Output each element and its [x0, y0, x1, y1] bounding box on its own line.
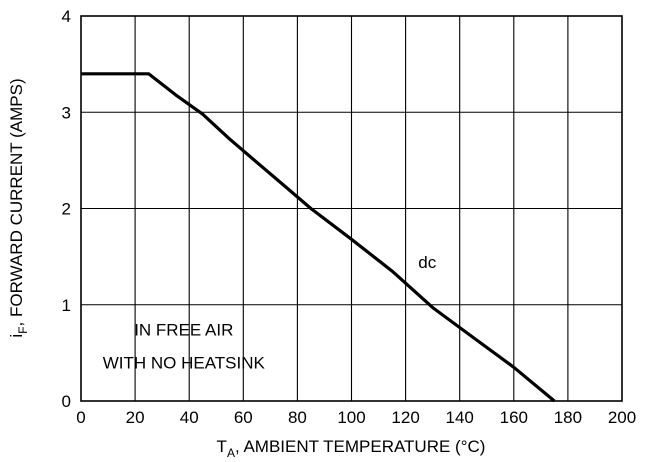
annotation-text: WITH NO HEATSINK [103, 353, 266, 372]
axis-ticks: 0 20 40 60 80 100 120 140 160 180 200 0 1 2 3 4 [62, 7, 637, 427]
x-tick-label: 20 [126, 408, 145, 427]
x-tick-label: 180 [554, 408, 582, 427]
series-group [81, 72, 556, 403]
y-tick-label: 1 [62, 296, 71, 315]
y-axis-label: iF, FORWARD CURRENT (AMPS) [7, 78, 30, 337]
annotation-text: IN FREE AIR [134, 321, 233, 340]
grid-lines [81, 16, 622, 401]
x-tick-label: 140 [446, 408, 474, 427]
y-tick-label: 0 [62, 392, 71, 411]
x-tick-label: 80 [288, 408, 307, 427]
x-axis-label: TA, AMBIENT TEMPERATURE (°C) [217, 437, 486, 460]
y-tick-label: 2 [62, 200, 71, 219]
annotations: dc IN FREE AIR WITH NO HEATSINK [103, 253, 437, 372]
y-tick-label: 3 [62, 103, 71, 122]
x-tick-label: 60 [234, 408, 253, 427]
series-line-dc [81, 72, 556, 403]
x-tick-label: 40 [180, 408, 199, 427]
x-tick-label: 100 [337, 408, 365, 427]
x-tick-label: 120 [391, 408, 419, 427]
x-tick-label: 160 [500, 408, 528, 427]
y-tick-label: 4 [62, 7, 71, 26]
x-tick-label: 200 [608, 408, 636, 427]
annotation-text: dc [418, 253, 436, 272]
x-tick-label: 0 [76, 408, 85, 427]
plot-frame [80, 15, 623, 402]
